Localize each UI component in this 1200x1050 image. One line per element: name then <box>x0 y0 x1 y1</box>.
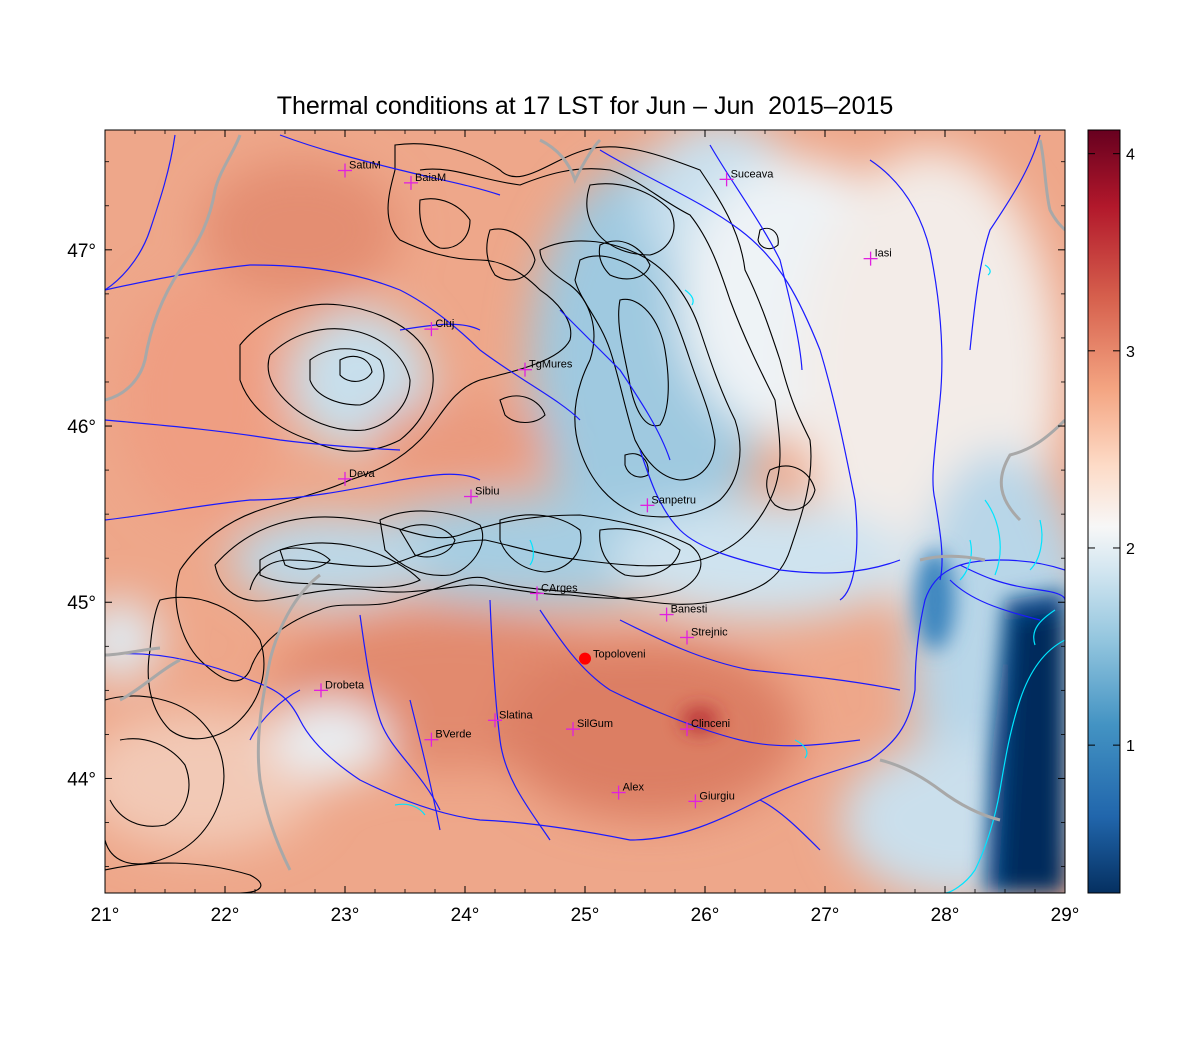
y-tick-label: 44° <box>67 769 96 790</box>
rivers <box>105 134 1065 851</box>
city-label-sanpetru: Sanpetru <box>651 494 696 506</box>
city-label-giurgiu: Giurgiu <box>699 790 734 802</box>
colorbar-tick-label: 4 <box>1126 147 1135 164</box>
city-label-carges: CArges <box>541 582 578 594</box>
y-tick-label: 46° <box>67 417 96 438</box>
city-label-alex: Alex <box>623 782 645 794</box>
x-axis-labels: 21° 22° 23° 24° 25° 26° 27° 28° 29° <box>91 905 1080 926</box>
city-label-deva: Deva <box>349 468 376 480</box>
city-label-cluj: Cluj <box>435 318 454 330</box>
x-tick-label: 21° <box>91 905 120 926</box>
y-axis-labels: 44° 45° 46° 47° <box>67 241 96 791</box>
y-tick-label: 47° <box>67 241 96 262</box>
city-label-satum: SatuM <box>349 160 381 172</box>
city-markers: SatuM BaiaM Suceava Iasi Cluj TgMures Deva Sibi… <box>314 160 892 809</box>
city-label-bverde: BVerde <box>435 729 471 741</box>
colorbar-ticks: 1 2 3 4 <box>1088 147 1135 755</box>
map-title: Thermal conditions at 17 LST for Jun – J… <box>276 92 894 120</box>
x-tick-label: 24° <box>451 905 480 926</box>
axis-ticks <box>104 130 1066 893</box>
lakes-coast <box>394 264 1065 893</box>
highlight-station: Topoloveni <box>579 649 646 665</box>
station-label: Topoloveni <box>593 649 646 661</box>
city-label-iasi: Iasi <box>875 248 892 260</box>
y-tick-label: 45° <box>67 593 96 614</box>
x-tick-label: 27° <box>811 905 840 926</box>
x-tick-label: 22° <box>211 905 240 926</box>
city-label-strejnic: Strejnic <box>691 626 728 638</box>
colorbar-tick-label: 2 <box>1126 541 1135 558</box>
station-dot <box>579 652 591 665</box>
colorbar-gradient <box>1087 129 1121 894</box>
colorbar-tick-label: 3 <box>1126 344 1135 361</box>
city-label-slatina: Slatina <box>499 709 534 721</box>
city-label-sibiu: Sibiu <box>475 486 499 498</box>
colorbar: 1 2 3 4 <box>1087 129 1135 894</box>
colorbar-tick-label: 1 <box>1126 738 1135 755</box>
x-tick-label: 23° <box>331 905 360 926</box>
city-label-tgmures: TgMures <box>529 359 573 371</box>
city-label-suceava: Suceava <box>731 168 775 180</box>
x-tick-label: 26° <box>691 905 720 926</box>
thermal-field <box>105 130 1065 893</box>
x-tick-label: 28° <box>931 905 960 926</box>
x-tick-label: 29° <box>1051 905 1080 926</box>
city-label-banesti: Banesti <box>671 604 708 616</box>
x-tick-label: 25° <box>571 905 600 926</box>
city-label-clinceni: Clinceni <box>691 718 730 730</box>
city-label-silgum: SilGum <box>577 718 613 730</box>
city-label-baiam: BaiaM <box>415 172 446 184</box>
city-label-drobeta: Drobeta <box>325 679 365 691</box>
country-borders <box>105 134 1065 871</box>
elevation-contours <box>105 143 816 893</box>
